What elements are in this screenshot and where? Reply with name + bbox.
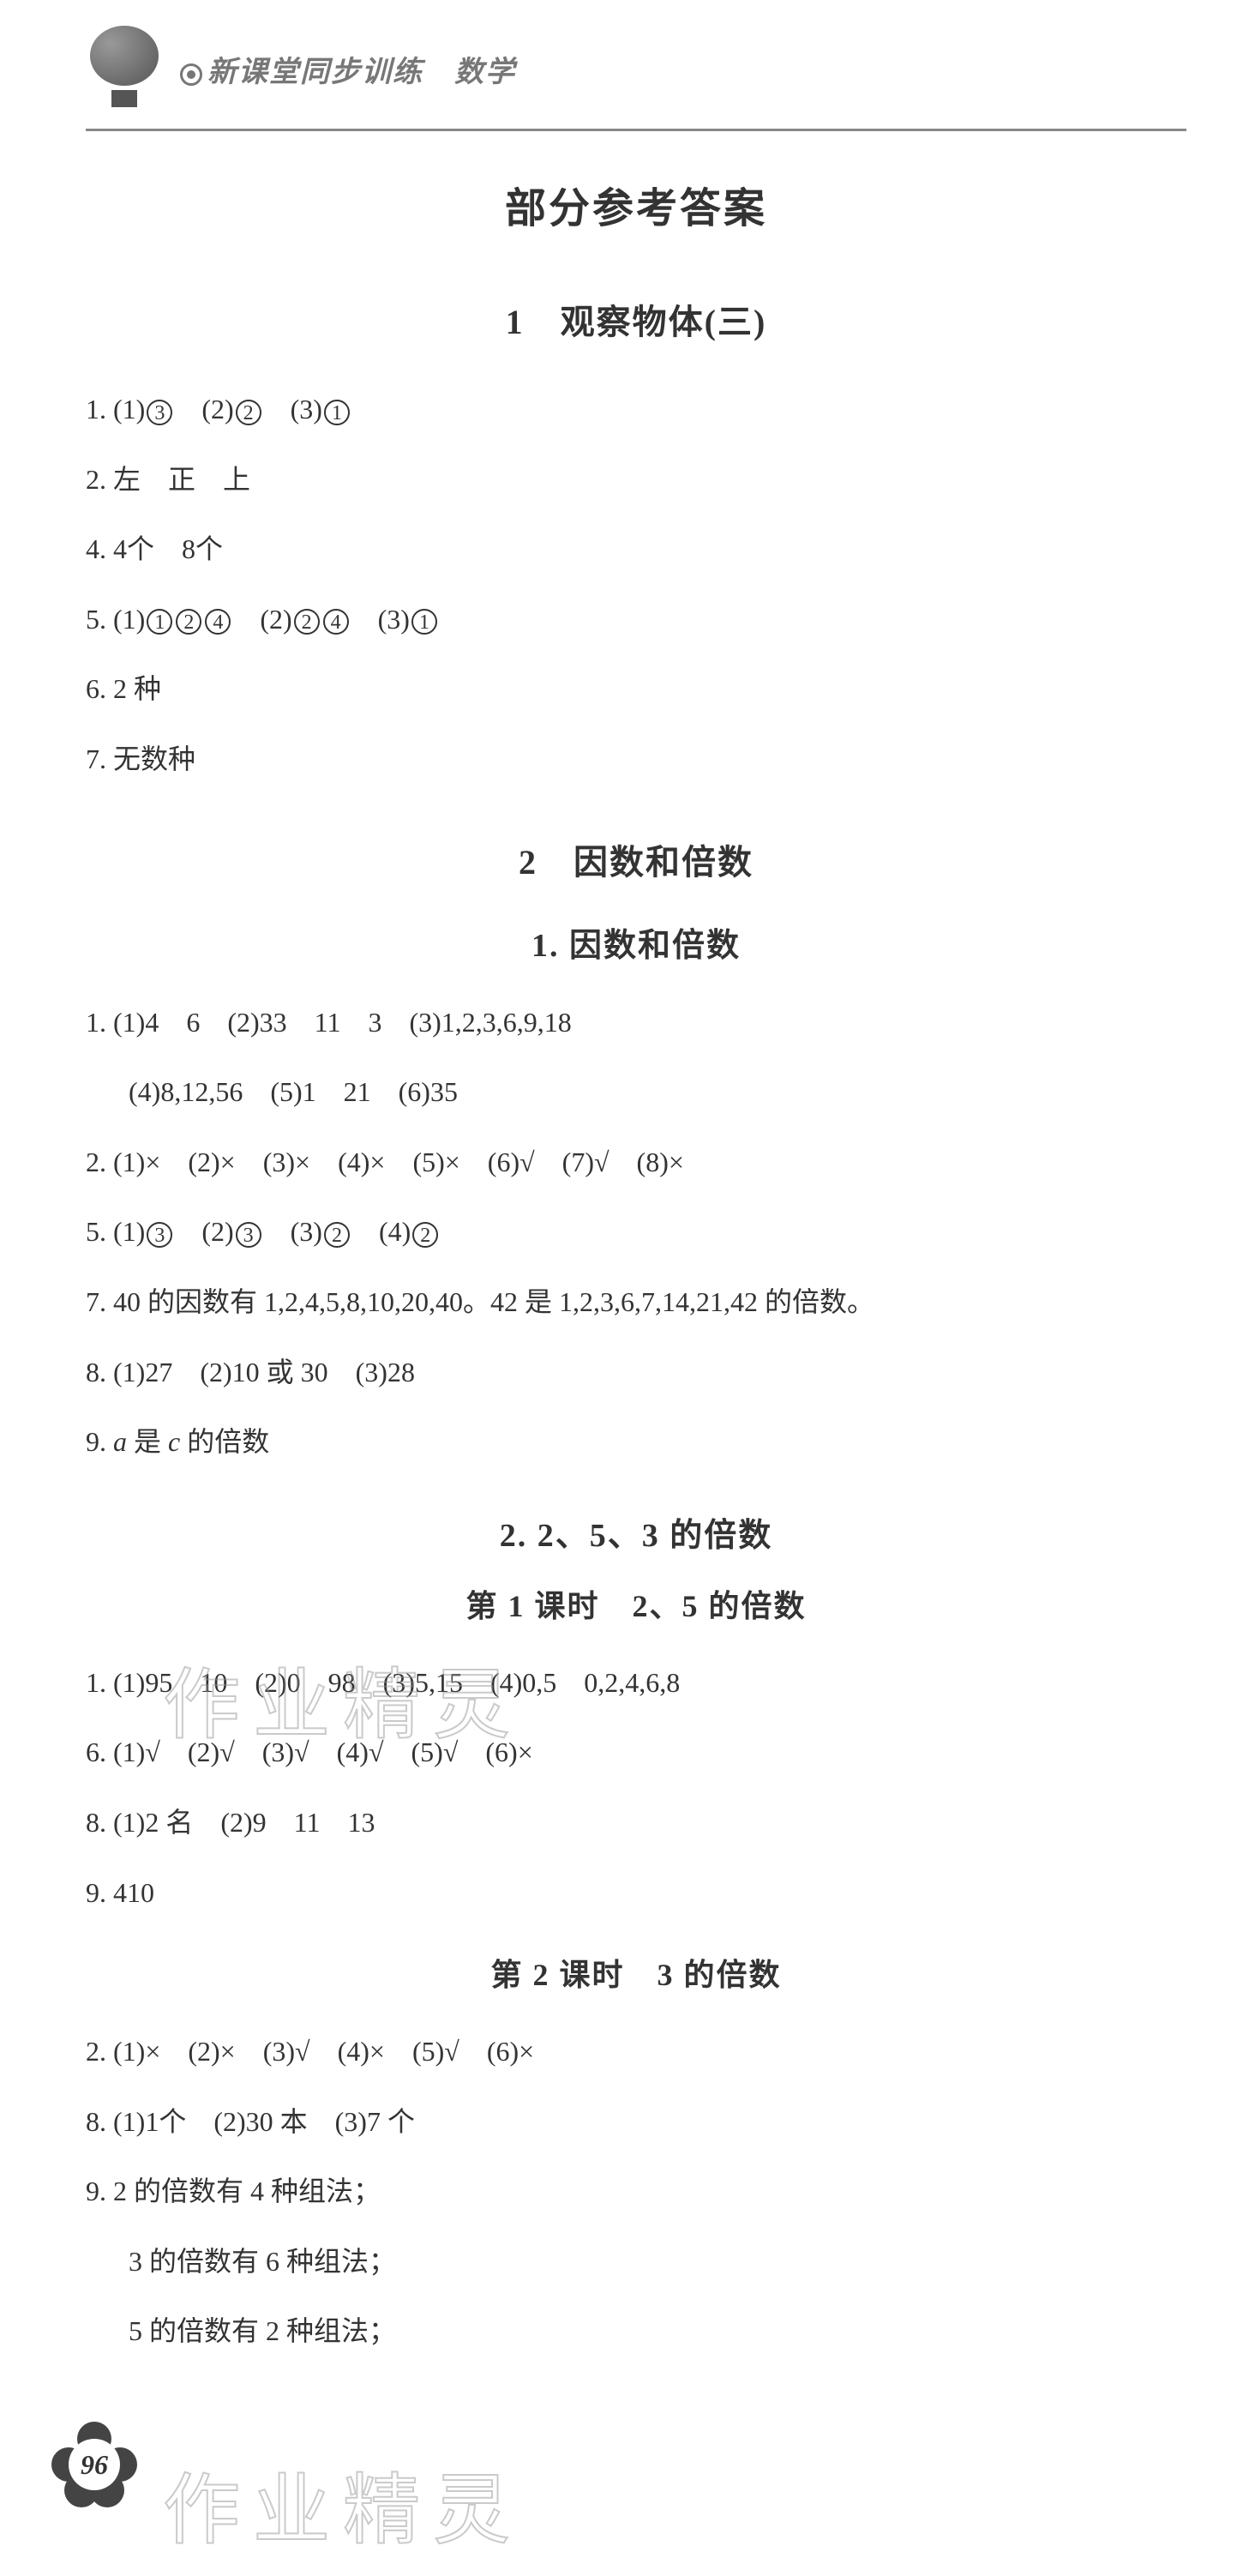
answer-line: 1. (1)95 10 (2)0 98 (3)5,15 (4)0,5 0,2,4… [86,1652,1186,1715]
subsection-title: 1. 因数和倍数 [86,918,1186,966]
subject-label: 数学 [454,57,516,88]
balloon-icon [86,26,163,111]
section-title-2: 2 因数和倍数 [86,834,1186,884]
page-title: 部分参考答案 [86,174,1186,234]
header-title: 新课堂同步训练 数学 [180,48,516,90]
answer-line: 2. (1)× (2)× (3)× (4)× (5)× (6)√ (7)√ (8… [86,1131,1186,1195]
answer-line: 8. (1)27 (2)10 或 30 (3)28 [86,1341,1186,1405]
answer-line: 9. 410 [86,1862,1186,1925]
subsection-title: 2. 2、5、3 的倍数 [86,1508,1186,1556]
lesson-title: 第 1 课时 2、5 的倍数 [86,1581,1186,1626]
answer-line: 9. 2 的倍数有 4 种组法； [86,2160,1186,2224]
answer-line: 9. a 是 c 的倍数 [86,1411,1186,1474]
answer-line: 3 的倍数有 6 种组法； [86,2230,1186,2294]
section-title-1: 1 观察物体(三) [86,294,1186,344]
answer-line: 5. (1)124 (2)24 (3)1 [86,588,1186,652]
book-title: 新课堂同步训练 [207,57,423,88]
answer-line: 8. (1)2 名 (2)9 11 13 [86,1791,1186,1855]
answer-line: 6. (1)√ (2)√ (3)√ (4)√ (5)√ (6)× [86,1721,1186,1785]
answer-line: 7. 无数种 [86,728,1186,791]
header-divider [86,129,1186,131]
document-page: 新课堂同步训练 数学 部分参考答案 1 观察物体(三) 1. (1)3 (2)2… [0,0,1255,2576]
answer-line: 8. (1)1个 (2)30 本 (3)7 个 [86,2091,1186,2154]
page-number-badge: 96 [51,2422,137,2507]
answer-line: 7. 40 的因数有 1,2,4,5,8,10,20,40。42 是 1,2,3… [86,1271,1186,1334]
answer-line: 1. (1)3 (2)2 (3)1 [86,378,1186,442]
lesson-title: 第 2 课时 3 的倍数 [86,1950,1186,1995]
answer-line: 4. 4个 8个 [86,518,1186,581]
answer-line: 5 的倍数有 2 种组法； [86,2300,1186,2363]
answer-line: 6. 2 种 [86,658,1186,721]
answer-line: 2. 左 正 上 [86,448,1186,512]
answer-line: 5. (1)3 (2)3 (3)2 (4)2 [86,1201,1186,1264]
dot-icon [180,63,202,86]
answer-line: 2. (1)× (2)× (3)√ (4)× (5)√ (6)× [86,2020,1186,2084]
page-number: 96 [69,2439,120,2490]
page-header: 新课堂同步训练 数学 [86,26,1186,111]
answer-line: 1. (1)4 6 (2)33 11 3 (3)1,2,3,6,9,18 [86,991,1186,1055]
content-area: 部分参考答案 1 观察物体(三) 1. (1)3 (2)2 (3)1 2. 左 … [86,174,1186,2525]
answer-line: (4)8,12,56 (5)1 21 (6)35 [86,1061,1186,1124]
